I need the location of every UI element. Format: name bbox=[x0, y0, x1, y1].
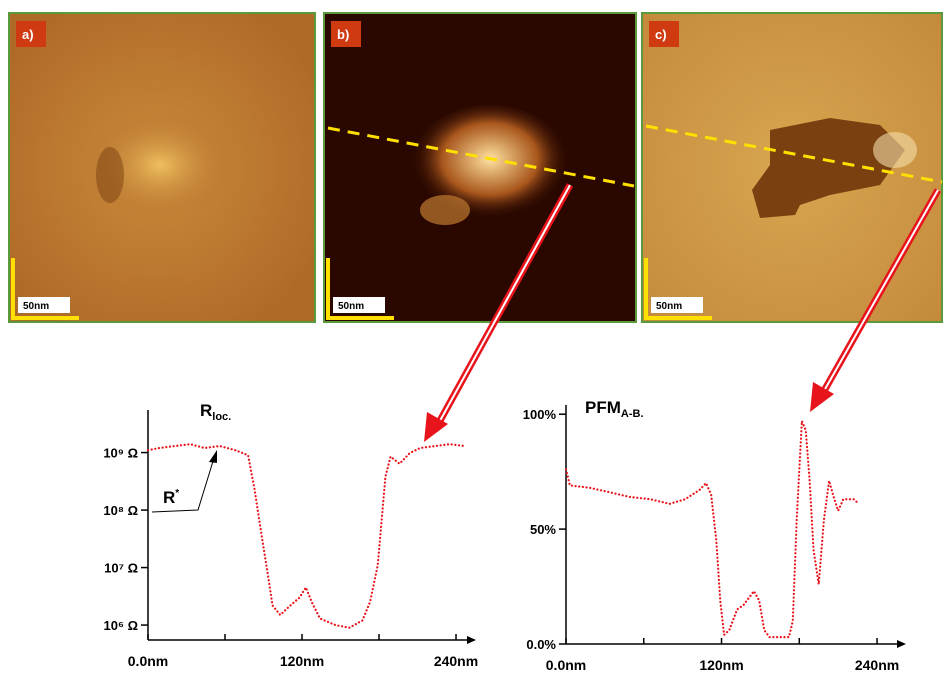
x-tick-label: 0.0nm bbox=[546, 657, 586, 673]
annotation-sup: * bbox=[175, 488, 179, 499]
scale-label: 50nm bbox=[338, 301, 364, 312]
x-tick-label: 0.0nm bbox=[128, 653, 168, 669]
panel-label-box bbox=[649, 21, 679, 47]
arrows bbox=[424, 183, 942, 442]
y-tick-label: 100% bbox=[523, 407, 557, 422]
annotation-main: R bbox=[163, 488, 175, 507]
panel-label: c) bbox=[655, 27, 667, 42]
x-axis-arrow bbox=[467, 636, 476, 644]
y-tick-label: 50% bbox=[530, 522, 556, 537]
data-line bbox=[146, 443, 467, 629]
data-line bbox=[564, 420, 860, 639]
x-tick-label: 120nm bbox=[699, 657, 743, 673]
chart-title: PFMA-B. bbox=[585, 398, 644, 420]
y-tick-label: 10⁸ Ω bbox=[103, 503, 138, 518]
y-tick-label: 10⁹ Ω bbox=[103, 446, 138, 461]
y-tick-label: 10⁷ Ω bbox=[104, 561, 138, 576]
panel-label-box bbox=[331, 21, 361, 47]
scale-label-box bbox=[18, 297, 70, 313]
scale-bar bbox=[326, 258, 394, 320]
scale-label-box bbox=[333, 297, 385, 313]
image-c bbox=[641, 12, 943, 323]
chart-title-main: PFM bbox=[585, 398, 621, 417]
panel-label: a) bbox=[22, 27, 34, 42]
scale-label: 50nm bbox=[656, 301, 682, 312]
image-b bbox=[323, 12, 637, 323]
panel-label-box bbox=[16, 21, 46, 47]
y-tick-label: 10⁶ Ω bbox=[104, 618, 138, 633]
chart-title: Rloc. bbox=[200, 401, 231, 423]
image-a bbox=[8, 12, 316, 323]
x-tick-label: 240nm bbox=[855, 657, 899, 673]
annotation: R* bbox=[163, 488, 179, 507]
y-tick-label: 0.0% bbox=[526, 637, 556, 652]
scale-label: 50nm bbox=[23, 301, 49, 312]
annotation-arrow bbox=[151, 450, 217, 513]
chart-title-sub: A-B. bbox=[621, 408, 644, 420]
scale-bar bbox=[11, 258, 79, 320]
scale-bar bbox=[644, 258, 712, 320]
chart-title-sub: loc. bbox=[212, 411, 231, 423]
panel-label: b) bbox=[337, 27, 349, 42]
x-tick-label: 240nm bbox=[434, 653, 478, 669]
x-tick-label: 120nm bbox=[280, 653, 324, 669]
scale-label-box bbox=[651, 297, 703, 313]
chart-title-main: R bbox=[200, 401, 212, 420]
x-axis-arrow bbox=[897, 640, 906, 648]
